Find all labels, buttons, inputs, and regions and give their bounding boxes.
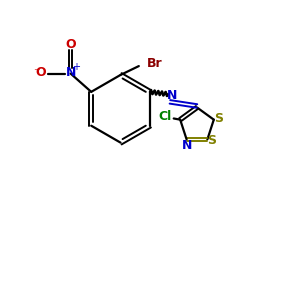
Text: O: O [36,66,46,79]
Text: N: N [182,139,192,152]
Text: N: N [167,89,177,102]
Text: Br: Br [147,57,163,70]
Text: O: O [65,38,76,51]
Text: S: S [214,112,223,125]
Text: Cl: Cl [158,110,172,123]
Text: S: S [208,134,217,147]
Text: +: + [72,62,80,72]
Text: N: N [65,66,76,79]
Text: ⁻: ⁻ [33,67,40,80]
